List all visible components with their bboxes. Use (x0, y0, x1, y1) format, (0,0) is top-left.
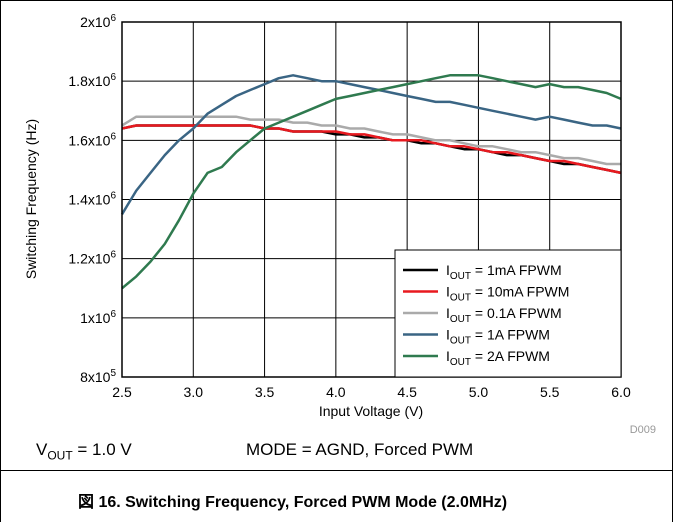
x-tick-label-4: 4.5 (397, 384, 417, 400)
x-axis-label: Input Voltage (V) (319, 403, 423, 419)
legend-symbol-4: I (446, 348, 450, 364)
vout-note-symbol: V (36, 440, 48, 459)
legend-subscript-2: OUT (450, 314, 471, 325)
x-tick-label-3: 4.0 (326, 384, 346, 400)
y-tick-exponent-4: 6 (110, 131, 116, 142)
y-tick-label-1: 1x106 (80, 309, 116, 326)
legend-symbol-2: I (446, 305, 450, 321)
x-tick-label-5: 5.0 (469, 384, 489, 400)
y-tick-label-5: 1.8x106 (68, 72, 116, 89)
y-tick-exponent-2: 6 (110, 250, 116, 261)
legend-symbol-3: I (446, 327, 450, 343)
switching-frequency-chart: 8x1051x1061.2x1061.4x1061.6x1061.8x1062x… (23, 13, 656, 436)
y-tick-label-3: 1.4x106 (68, 191, 116, 208)
y-tick-exponent-3: 6 (110, 191, 116, 202)
frame-bottom-border (0, 470, 673, 471)
vout-note-value: = 1.0 V (72, 440, 132, 459)
x-tick-label-2: 3.5 (255, 384, 275, 400)
legend-subscript-0: OUT (450, 271, 471, 282)
x-tick-label-7: 6.0 (611, 384, 631, 400)
mode-note: MODE = AGND, Forced PWM (246, 440, 474, 459)
y-tick-mantissa-5: 1.8x10 (68, 73, 110, 89)
legend-entry-2: IOUT = 0.1A FPWM (446, 305, 562, 325)
legend-subscript-4: OUT (450, 357, 471, 368)
vout-note-subscript: OUT (47, 448, 73, 463)
legend-text-0: = 1mA FPWM (471, 262, 562, 278)
series-lines (120, 74, 622, 290)
frame-top-border (0, 0, 673, 1)
y-tick-exponent-6: 6 (110, 13, 116, 24)
frame-left-border (0, 0, 1, 522)
legend-entry-0: IOUT = 1mA FPWM (446, 262, 562, 282)
y-tick-mantissa-0: 8x10 (80, 369, 111, 385)
y-tick-mantissa-1: 1x10 (80, 310, 111, 326)
vout-note: VOUT = 1.0 V (36, 440, 132, 462)
y-tick-exponent-5: 6 (110, 72, 116, 83)
y-tick-label-4: 1.6x106 (68, 131, 116, 148)
figure-caption: 図 16. Switching Frequency, Forced PWM Mo… (78, 494, 508, 511)
y-tick-mantissa-2: 1.2x10 (68, 251, 110, 267)
legend-text-4: = 2A FPWM (471, 348, 550, 364)
plot-border (121, 21, 622, 378)
legend-symbol-0: I (446, 262, 450, 278)
legend-symbol-1: I (446, 284, 450, 300)
legend-subscript-1: OUT (450, 293, 471, 304)
x-tick-label-0: 2.5 (112, 384, 132, 400)
legend-text-3: = 1A FPWM (471, 327, 550, 343)
y-tick-mantissa-4: 1.6x10 (68, 132, 110, 148)
series-line-1 (121, 124, 622, 175)
series-line-3 (120, 74, 622, 215)
y-tick-mantissa-6: 2x10 (80, 14, 111, 30)
y-tick-exponent-0: 5 (110, 368, 116, 379)
series-line-4 (121, 74, 622, 290)
legend-text-1: = 10mA FPWM (471, 284, 569, 300)
x-tick-labels: 2.5 3.0 3.5 4.0 4.5 5.0 5.5 6.0 (112, 384, 631, 400)
legend-text-2: = 0.1A FPWM (471, 305, 562, 321)
x-tick-label-1: 3.0 (184, 384, 204, 400)
legend-entry-3: IOUT = 1A FPWM (446, 327, 550, 347)
y-tick-label-6: 2x106 (80, 13, 116, 30)
figure-code: D009 (630, 424, 656, 436)
y-tick-exponent-1: 6 (110, 309, 116, 320)
y-tick-label-2: 1.2x106 (68, 250, 116, 267)
legend-subscript-3: OUT (450, 336, 471, 347)
legend-entry-4: IOUT = 2A FPWM (446, 348, 550, 368)
x-tick-label-6: 5.5 (540, 384, 560, 400)
y-tick-label-0: 8x105 (80, 368, 116, 385)
legend-entry-1: IOUT = 10mA FPWM (446, 284, 569, 304)
y-axis-label: Switching Frequency (Hz) (23, 119, 39, 279)
y-tick-mantissa-3: 1.4x10 (68, 192, 110, 208)
y-tick-labels: 8x1051x1061.2x1061.4x1061.6x1061.8x1062x… (68, 13, 116, 385)
